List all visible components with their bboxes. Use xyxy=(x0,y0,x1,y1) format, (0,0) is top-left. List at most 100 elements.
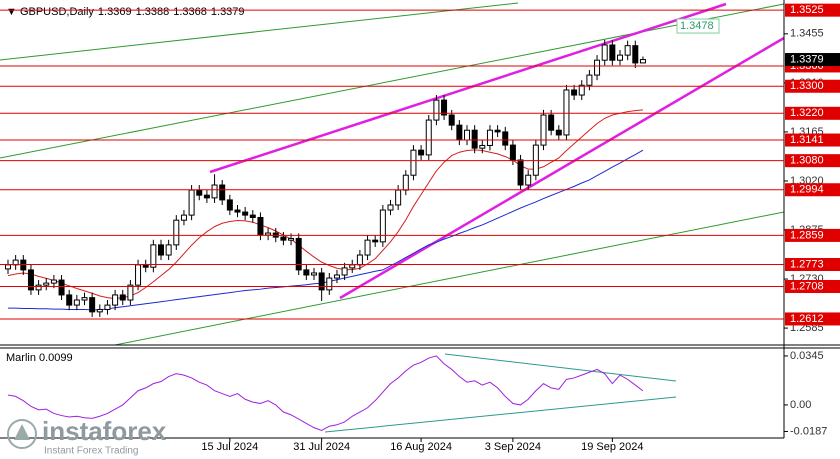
candle-body xyxy=(387,204,394,211)
candle-body xyxy=(555,129,562,136)
candle-body xyxy=(502,131,509,146)
candle-body xyxy=(211,184,218,199)
candle-body xyxy=(303,269,310,276)
x-tick-label: 31 Jul 2024 xyxy=(293,441,350,453)
level-label: 1.2612 xyxy=(790,313,824,325)
current-price-box xyxy=(785,53,840,67)
last-high: 1.3388 xyxy=(136,6,170,18)
candle-body xyxy=(448,114,455,126)
candle-body xyxy=(311,272,317,276)
candle-body xyxy=(349,264,356,269)
candle-body xyxy=(81,297,88,301)
candle-body xyxy=(563,89,570,136)
candle-body xyxy=(173,219,180,246)
candle-body xyxy=(326,277,333,291)
candle-body xyxy=(104,304,111,310)
level-label-box xyxy=(785,79,840,93)
candle-body xyxy=(509,144,516,161)
candle-body xyxy=(517,159,524,186)
indicator-title: Marlin 0.0099 xyxy=(6,352,73,364)
candle-body xyxy=(410,149,417,176)
candle-body xyxy=(571,89,578,96)
y-tick-label: 0.00 xyxy=(790,399,811,411)
candle-body xyxy=(632,45,639,64)
candle-body xyxy=(479,144,486,149)
candle-body xyxy=(333,274,340,279)
level-label: 1.3525 xyxy=(790,4,824,16)
logo-icon xyxy=(7,419,37,449)
candle-body xyxy=(418,149,425,156)
level-label-box xyxy=(785,133,840,147)
tagline: Instant Forex Trading xyxy=(44,446,139,457)
menu-arrow: ▼ xyxy=(6,6,20,18)
candle-body xyxy=(578,84,585,96)
last-close: 1.3379 xyxy=(211,6,245,18)
level-label-box xyxy=(785,3,840,17)
watermark: instaforex Instant Forex Trading xyxy=(7,416,167,457)
candle-body xyxy=(379,209,386,243)
candle-body xyxy=(464,129,470,141)
brand: instaforex xyxy=(42,416,167,446)
candle-body xyxy=(43,282,50,286)
last-low: 1.3368 xyxy=(173,6,207,18)
candle-body xyxy=(395,189,402,206)
moving-average xyxy=(8,149,644,311)
candle-body xyxy=(494,129,501,133)
candle-body xyxy=(471,129,478,149)
candle-body xyxy=(341,267,348,276)
candle-body xyxy=(441,99,448,116)
candle-body xyxy=(364,239,371,256)
level-label: 1.2708 xyxy=(790,280,824,292)
candle-body xyxy=(203,194,210,199)
green-channel-line xyxy=(0,2,519,61)
trend-lines xyxy=(0,2,785,433)
candle-body xyxy=(242,211,249,216)
indicator-line xyxy=(7,355,644,432)
level-label: 1.3220 xyxy=(790,107,824,119)
candle-body xyxy=(318,272,325,291)
candle-body xyxy=(425,119,432,156)
candle-body xyxy=(609,44,616,61)
candle-body xyxy=(639,59,646,64)
candle-body xyxy=(96,308,103,313)
y-tick-label: 0.0345 xyxy=(790,350,824,362)
candle-body xyxy=(265,232,272,236)
candle-body xyxy=(288,237,295,241)
candle-body xyxy=(594,59,601,76)
candle-body xyxy=(5,264,11,270)
candle-body xyxy=(548,114,555,131)
magenta-channel-line xyxy=(339,36,785,300)
green-channel-line xyxy=(0,3,785,159)
last-open: 1.3369 xyxy=(98,6,132,18)
level-label-box xyxy=(785,279,840,293)
magenta-channel-line xyxy=(209,2,727,174)
candle-body xyxy=(127,284,134,301)
candle-body xyxy=(219,184,226,201)
level-label-box xyxy=(785,312,840,326)
x-tick-label: 3 Sep 2024 xyxy=(485,441,541,453)
candle-body xyxy=(249,214,256,218)
candle-body xyxy=(617,54,623,61)
candle-body xyxy=(180,214,187,221)
candle-body xyxy=(433,99,440,121)
candle-body xyxy=(188,189,195,216)
candle-body xyxy=(586,74,593,86)
candle-body xyxy=(295,237,302,271)
candle-body xyxy=(280,236,287,241)
candle-body xyxy=(372,239,379,243)
candles xyxy=(5,39,646,317)
candle-body xyxy=(165,244,172,256)
candle-body xyxy=(119,294,126,301)
candle-body xyxy=(20,259,27,271)
candle-body xyxy=(27,269,34,291)
x-tick-label: 15 Jul 2024 xyxy=(201,441,258,453)
level-label: 1.2994 xyxy=(790,184,824,196)
candle-body xyxy=(158,244,164,256)
indicator-trend-line xyxy=(324,396,677,433)
chart-header: ▼ GBPUSD,Daily 1.3369 1.3388 1.3368 1.3379 xyxy=(6,6,245,18)
candle-body xyxy=(150,244,157,268)
candle-body xyxy=(456,124,463,141)
y-tick-label: 1.3455 xyxy=(790,28,824,40)
candle-body xyxy=(66,294,73,306)
